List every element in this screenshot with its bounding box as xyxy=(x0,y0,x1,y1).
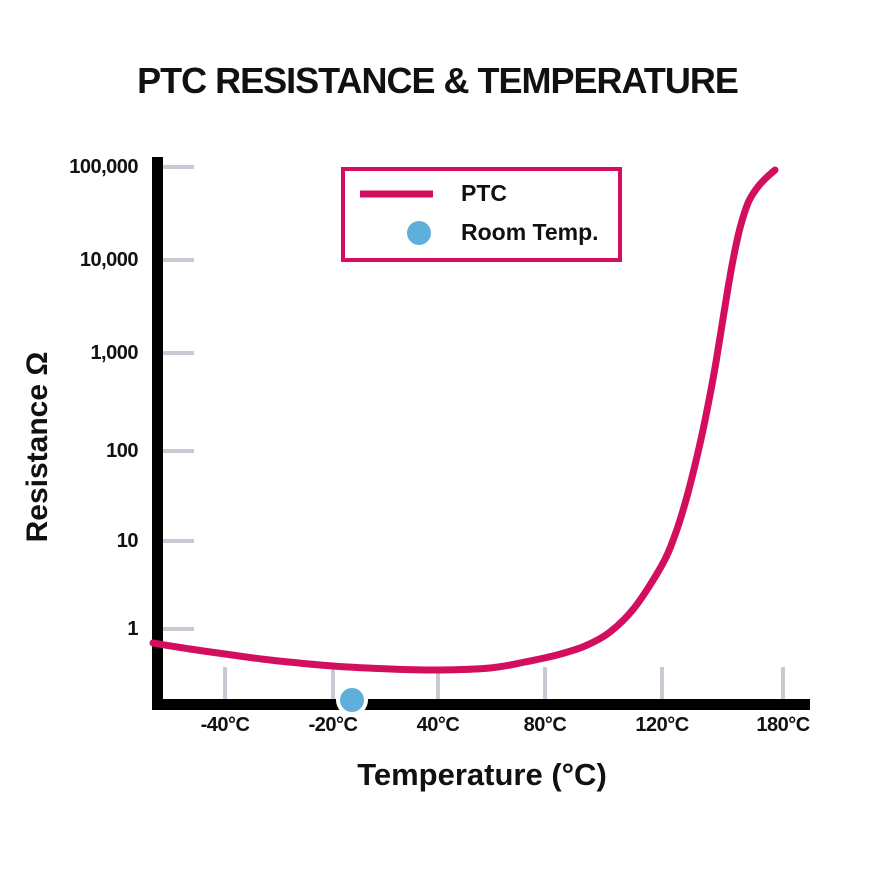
x-tick-label: 80°C xyxy=(523,714,567,736)
x-tick-label: 120°C xyxy=(635,714,689,736)
x-tick-label: 180°C xyxy=(756,714,810,736)
x-tick-label: -40°C xyxy=(200,714,250,736)
y-tick-label: 100 xyxy=(106,440,138,462)
legend-label-ptc: PTC xyxy=(461,180,507,206)
legend-room-temp-dot-swatch xyxy=(407,221,431,245)
x-axis-line xyxy=(152,699,810,710)
x-axis-title: Temperature (°C) xyxy=(357,757,607,792)
legend-label-room-temp: Room Temp. xyxy=(461,219,599,245)
y-tick-label: 10,000 xyxy=(79,249,139,271)
chart-title: PTC RESISTANCE & TEMPERATURE xyxy=(137,60,739,101)
y-axis-line xyxy=(152,157,163,710)
y-axis-title: Resistance Ω xyxy=(21,351,54,543)
x-tick-label: -20°C xyxy=(308,714,358,736)
x-tick-label: 40°C xyxy=(416,714,460,736)
y-tick-label: 100,000 xyxy=(69,156,138,178)
y-tick-label: 1 xyxy=(127,618,138,640)
ptc-curve-line xyxy=(149,166,779,674)
y-tick-label: 1,000 xyxy=(90,342,138,364)
room-temp-dot xyxy=(336,684,368,716)
legend-box xyxy=(341,167,622,262)
y-tick-label: 10 xyxy=(116,530,139,552)
